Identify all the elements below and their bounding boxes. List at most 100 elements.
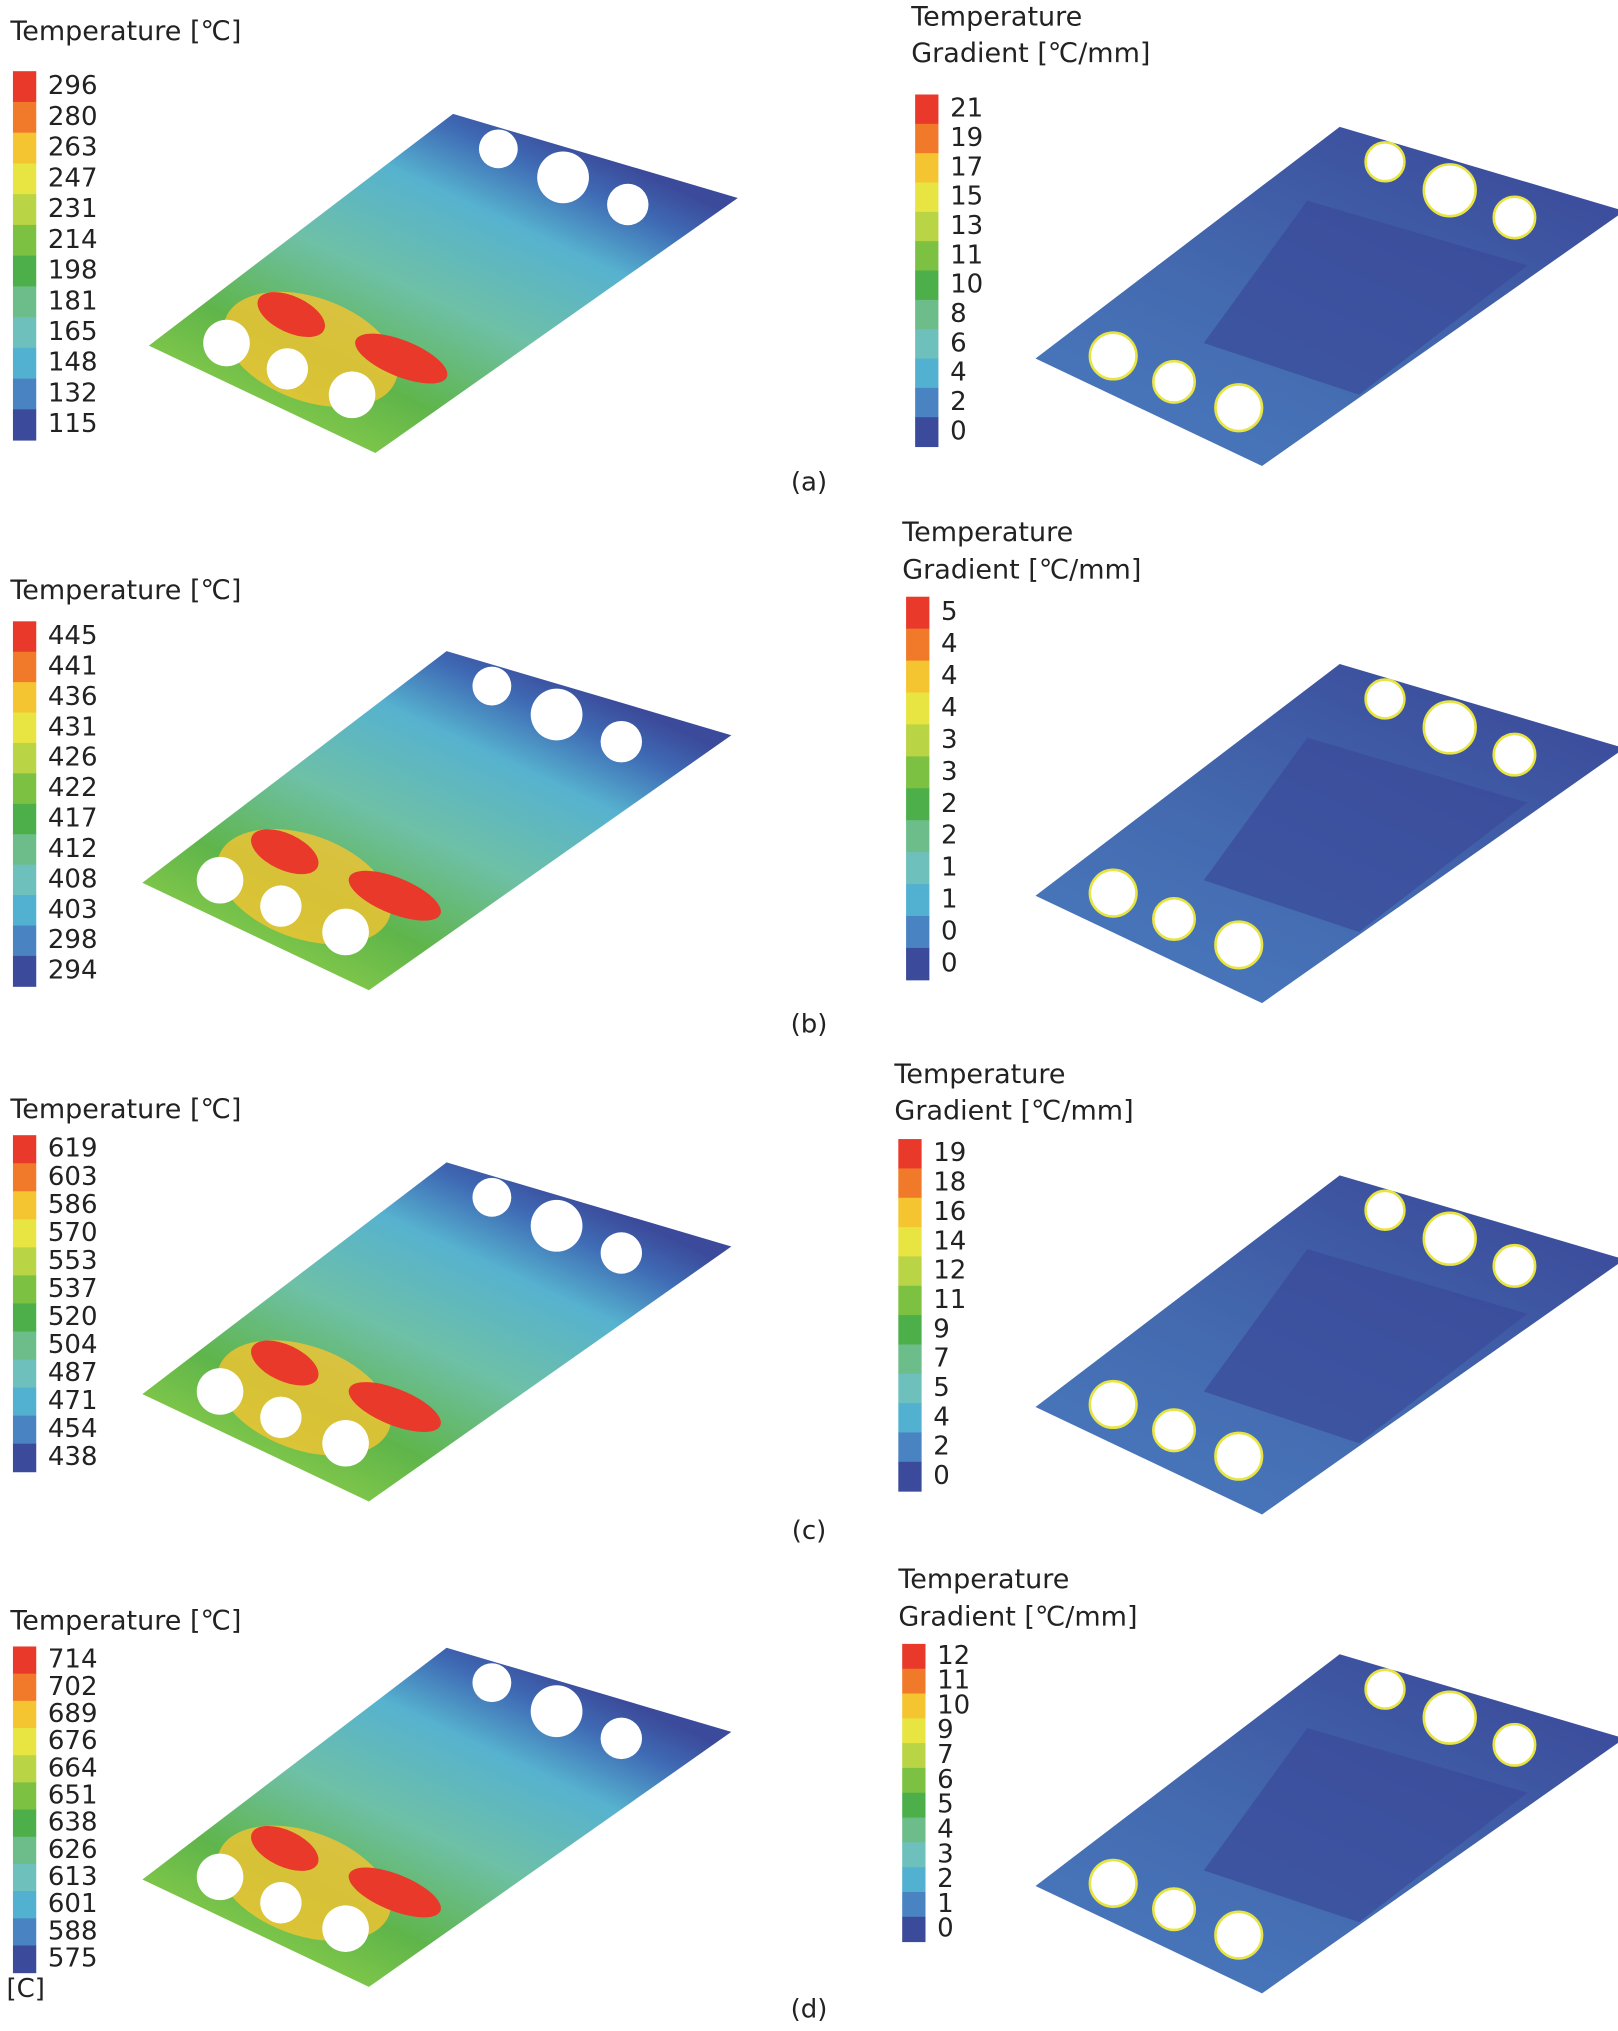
legend-swatch <box>12 834 37 866</box>
legend-swatch <box>915 94 939 125</box>
legend-swatch <box>906 884 930 917</box>
legend-label: 412 <box>48 834 98 864</box>
legend-swatch <box>915 211 939 242</box>
plate-hole <box>537 151 589 204</box>
legend-label: 15 <box>950 182 983 212</box>
legend-swatch <box>12 803 37 835</box>
legend-swatch <box>898 1315 922 1345</box>
legend-label: 2 <box>933 1432 950 1462</box>
legend-label: 214 <box>48 225 98 255</box>
legend-label: 263 <box>48 133 98 163</box>
grad-plate <box>1035 1175 1618 1515</box>
legend-label: 431 <box>48 712 98 742</box>
hot-spot <box>257 292 325 337</box>
plate-hole <box>600 720 643 763</box>
legend-swatch <box>898 1432 922 1463</box>
legend-label: 471 <box>48 1386 98 1416</box>
legend-swatch <box>12 1891 37 1919</box>
legend-label: 14 <box>933 1226 966 1256</box>
legend-swatch <box>902 1842 926 1868</box>
plate-hole <box>196 1368 244 1415</box>
legend-label: 0 <box>950 416 967 446</box>
plate-hole <box>266 348 309 390</box>
legend-swatch <box>915 153 939 184</box>
legend-label: 19 <box>950 123 983 153</box>
legend-swatch <box>12 101 37 134</box>
cool-zone <box>1203 200 1528 395</box>
legend-label: 4 <box>933 1402 950 1432</box>
legend-label: 8 <box>950 299 967 329</box>
legend-label: 296 <box>48 71 98 101</box>
legend-label: 11 <box>950 240 983 270</box>
legend-swatch <box>898 1461 922 1492</box>
plate-hole <box>1492 1243 1537 1288</box>
legend-label: 12 <box>933 1256 966 1286</box>
legend-label: 520 <box>48 1302 98 1332</box>
plate-hole <box>1364 1668 1406 1710</box>
legend-swatch <box>12 1135 37 1164</box>
plate-hole <box>260 885 302 927</box>
plate-hole <box>328 371 376 419</box>
legend-label: 417 <box>48 804 98 834</box>
legend-swatch <box>12 1303 37 1333</box>
temp-plate <box>142 1647 732 1987</box>
legend-swatch <box>12 1863 37 1892</box>
legend-swatch <box>906 916 930 949</box>
legend-swatch <box>915 270 939 301</box>
legend-swatch <box>898 1403 922 1433</box>
legend-label: 115 <box>48 409 98 439</box>
plate-hole <box>1422 700 1477 755</box>
legend-title: Temperature [℃] <box>9 1605 241 1636</box>
legend-title: Gradient [℃/mm] <box>902 554 1141 585</box>
legend-swatch <box>12 409 37 441</box>
legend-swatch <box>898 1373 922 1404</box>
legend-label: 6 <box>950 328 967 358</box>
legend-swatch <box>12 1728 37 1756</box>
legend-label: 422 <box>48 773 98 803</box>
legend-swatch <box>12 1387 37 1417</box>
legend-title: Temperature <box>901 517 1073 548</box>
plate-hole <box>1364 141 1406 183</box>
legend-swatch <box>915 241 939 272</box>
plate-body <box>142 1162 732 1502</box>
hot-spot <box>348 1867 441 1918</box>
legend-swatch <box>12 1275 37 1304</box>
legend-label: 4 <box>941 661 958 691</box>
legend-label: 1 <box>941 853 958 883</box>
legend-swatch <box>902 1891 926 1918</box>
legend-swatch <box>12 895 37 926</box>
legend-label: 13 <box>950 211 983 241</box>
plate-hole <box>530 1199 583 1252</box>
legend-label: 588 <box>48 1916 98 1946</box>
legend-label: 0 <box>941 916 958 946</box>
legend-label: 436 <box>48 682 98 712</box>
legend-label: 403 <box>48 895 98 925</box>
legend-label: 702 <box>48 1672 98 1702</box>
legend-swatch <box>12 163 37 195</box>
legend-label: 9 <box>933 1314 950 1344</box>
plate-hole <box>1214 920 1264 970</box>
legend-label: 689 <box>48 1699 98 1729</box>
legend-swatch <box>12 1163 37 1192</box>
legend-label: 441 <box>48 651 98 681</box>
plate-hole <box>1422 1211 1477 1266</box>
plate-hole <box>322 1419 369 1467</box>
hot-spot <box>348 1382 441 1432</box>
legend-label: 570 <box>48 1218 98 1248</box>
legend-label: 575 <box>48 1944 98 1974</box>
legend-swatch <box>915 417 939 448</box>
legend-label: 0 <box>937 1914 954 1944</box>
legend-label: 294 <box>48 956 98 986</box>
hot-spot <box>348 870 441 921</box>
legend-swatch <box>12 925 37 957</box>
legend-swatch <box>12 1945 37 1974</box>
legend-title: Gradient [℃/mm] <box>894 1095 1133 1126</box>
legend-swatch <box>915 123 939 154</box>
legend-label: 426 <box>48 743 98 773</box>
legend-label: 626 <box>48 1835 98 1865</box>
plate-hole <box>1214 1910 1264 1960</box>
legend-swatch <box>902 1916 926 1943</box>
legend-swatch <box>906 724 930 757</box>
plate-hole <box>472 666 512 706</box>
legend-swatch <box>898 1197 922 1228</box>
